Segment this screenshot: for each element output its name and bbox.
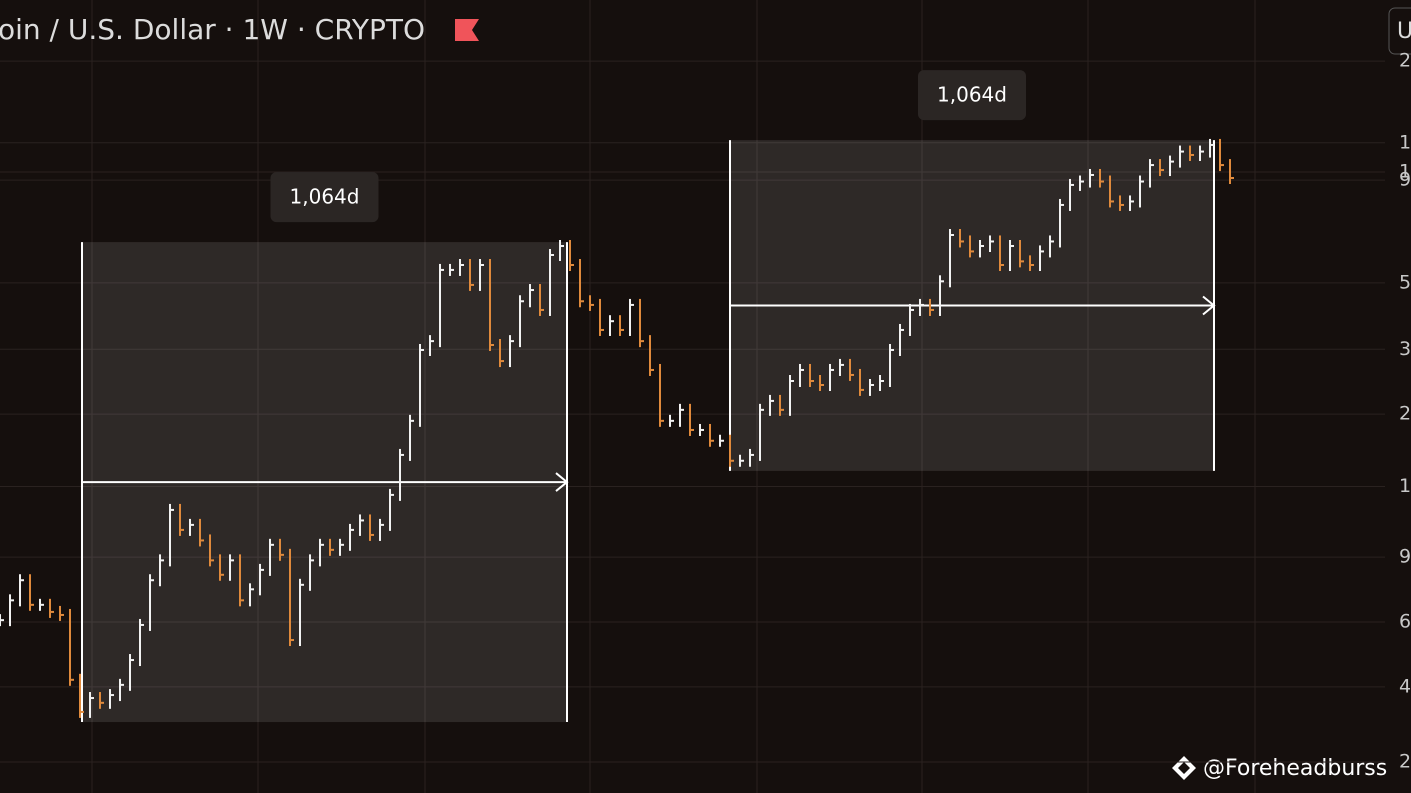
arrow-head bbox=[555, 472, 569, 492]
y-tick-label: 6 bbox=[1399, 610, 1411, 632]
watermark-icon bbox=[1172, 756, 1196, 780]
chart-title: oin / U.S. Dollar · 1W · CRYPTO bbox=[0, 13, 425, 46]
y-tick-label: 2 bbox=[1399, 751, 1411, 773]
button[interactable]: U bbox=[1397, 19, 1411, 44]
range-label: 1,064d bbox=[937, 83, 1007, 107]
flag-icon bbox=[455, 19, 479, 41]
ranges: 1,064d 1,064d bbox=[81, 70, 1216, 723]
y-tick-label: 1 bbox=[1399, 160, 1411, 182]
arrow-head bbox=[1202, 295, 1216, 316]
y-tick-label: 4 bbox=[1399, 675, 1411, 697]
bars bbox=[0, 138, 1234, 718]
y-tick-label: 1 bbox=[1399, 475, 1411, 497]
grid bbox=[0, 60, 1385, 763]
y-tick-label: 2 bbox=[1399, 403, 1411, 425]
y-tick-label: 3 bbox=[1399, 338, 1411, 360]
y-tick-label: 2 bbox=[1399, 50, 1411, 72]
range-label-box bbox=[918, 70, 1026, 121]
y-tick-label: 9 bbox=[1399, 546, 1411, 568]
vertical-grid bbox=[91, 0, 1256, 793]
y-tick-label: 5 bbox=[1399, 271, 1411, 293]
y-tick-label: 9 bbox=[1399, 169, 1411, 191]
y-tick-label: 1 bbox=[1399, 131, 1411, 153]
range-label-box bbox=[270, 172, 379, 223]
range-label: 1,064d bbox=[290, 185, 360, 209]
watermark: @Foreheadburss bbox=[1203, 756, 1387, 781]
button-frame[interactable] bbox=[1388, 7, 1411, 55]
